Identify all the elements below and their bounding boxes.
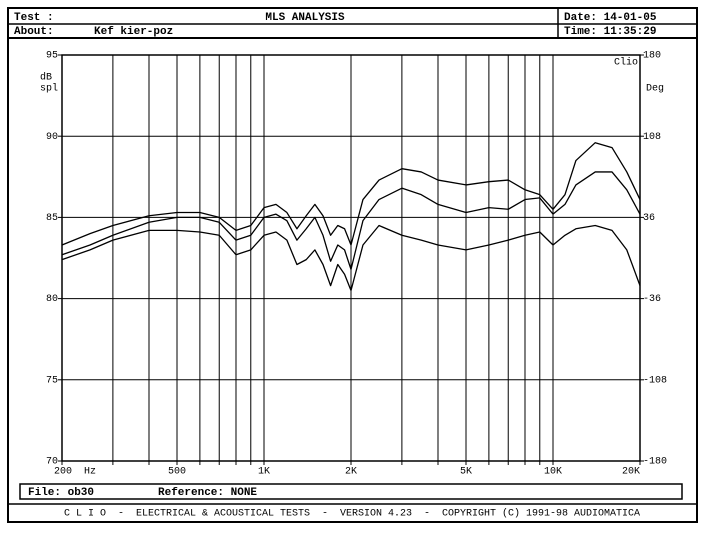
- status-box: [19, 483, 683, 500]
- y2-tick-label: 36: [643, 213, 655, 224]
- file-name: File: ob30: [28, 487, 94, 499]
- y-tick-label: 70: [46, 457, 58, 468]
- y-tick-label: 75: [46, 375, 58, 386]
- header-title: MLS ANALYSIS: [265, 12, 345, 24]
- x-tick-label: 5K: [460, 467, 472, 478]
- x-axis-label: Hz: [84, 467, 96, 478]
- x-tick-label: 20K: [622, 467, 640, 478]
- about-value: Kef kier-poz: [94, 26, 173, 38]
- y2-tick-label: -36: [643, 294, 661, 305]
- y-tick-label: 80: [46, 294, 58, 305]
- y2-tick-label: -108: [643, 375, 667, 386]
- x-tick-label: 500: [168, 467, 186, 478]
- test-label: Test :: [14, 12, 54, 24]
- footer: C L I O - ELECTRICAL & ACOUSTICAL TESTS …: [64, 508, 640, 520]
- reference: Reference: NONE: [158, 487, 257, 499]
- header-time: Time: 11:35:29: [564, 26, 656, 38]
- response-curve: [61, 224, 641, 292]
- response-curve: [61, 171, 641, 271]
- chart: 70 75 80 85 90 95 -180 -108 -36 36 108 180 200 500 1K 2…: [40, 51, 667, 478]
- y-tick-label: 90: [46, 132, 58, 143]
- response-curve: [61, 142, 641, 246]
- header-date: Date: 14-01-05: [564, 12, 657, 24]
- about-label: About:: [14, 26, 54, 38]
- y-tick-label: 85: [46, 213, 58, 224]
- y-axis-label: dB: [40, 72, 52, 84]
- y-tick-label: 95: [46, 51, 58, 62]
- x-tick-label: 1K: [258, 467, 270, 478]
- x-tick-label: 10K: [544, 467, 562, 478]
- y2-tick-label: 180: [643, 51, 661, 62]
- brand: Clio: [614, 57, 638, 69]
- y2-tick-label: -180: [643, 457, 667, 468]
- x-tick-label: 2K: [345, 467, 357, 478]
- y-axis-label: spl: [40, 83, 58, 95]
- x-tick-label: 200: [54, 467, 72, 478]
- y2-tick-label: 108: [643, 132, 661, 143]
- y2-axis-label: Deg: [646, 84, 664, 95]
